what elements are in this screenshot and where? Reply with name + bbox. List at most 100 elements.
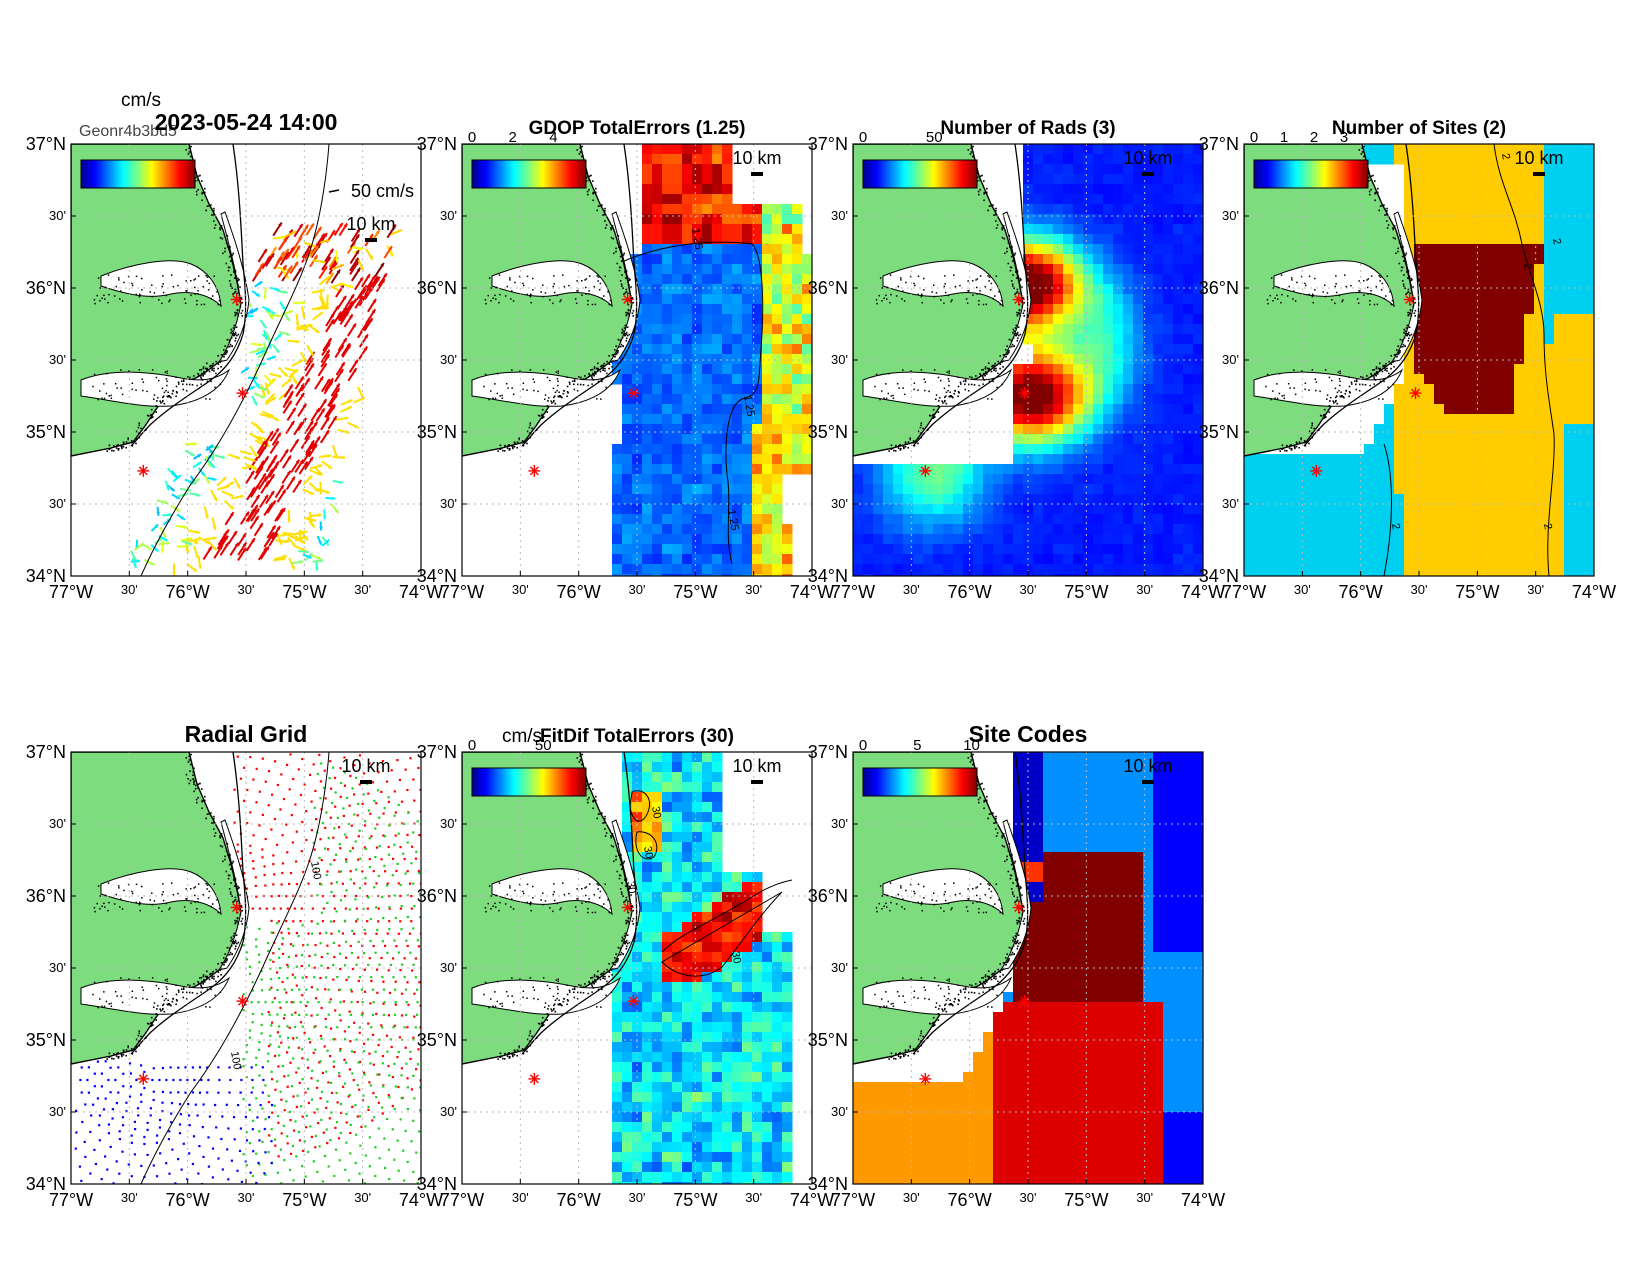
field-cell xyxy=(1284,464,1295,475)
coast-dot xyxy=(558,391,560,393)
coast-dot xyxy=(622,254,625,256)
field-cell xyxy=(1123,394,1134,405)
field-cell xyxy=(1584,354,1594,365)
field-cell xyxy=(722,464,733,475)
field-cell xyxy=(662,234,673,245)
field-cell xyxy=(1143,254,1154,265)
field-cell xyxy=(682,224,693,235)
field-cell xyxy=(1183,304,1194,315)
field-cell xyxy=(642,464,653,475)
field-cell xyxy=(672,144,683,155)
coast-dot xyxy=(127,275,130,278)
coast-dot xyxy=(588,179,590,181)
current-vector-head xyxy=(312,518,317,522)
field-cell xyxy=(1364,444,1375,455)
field-cell xyxy=(1414,144,1425,155)
coast-dot xyxy=(108,293,110,296)
coast-dot xyxy=(172,285,175,288)
panel-nrads: 10 km xyxy=(852,143,1204,577)
current-vector-head xyxy=(336,383,340,388)
field-cell xyxy=(1193,374,1203,385)
field-cell xyxy=(802,384,812,395)
coast-dot xyxy=(623,327,626,329)
field-cell xyxy=(1123,304,1134,315)
current-vector-head xyxy=(322,399,327,404)
coast-dot xyxy=(111,449,113,452)
field-cell xyxy=(1564,194,1575,205)
field-cell xyxy=(652,174,663,185)
field-cell xyxy=(1514,154,1525,165)
coast-dot xyxy=(176,392,178,394)
field-cell xyxy=(1494,504,1505,515)
field-cell xyxy=(1404,204,1415,215)
field-cell xyxy=(1163,224,1174,235)
field-cell xyxy=(652,204,663,215)
field-cell xyxy=(1584,434,1594,445)
field-cell xyxy=(913,484,924,495)
coast-dot xyxy=(183,298,186,300)
current-vector-head xyxy=(325,539,330,544)
field-cell xyxy=(1103,184,1114,195)
field-cell xyxy=(1514,434,1525,445)
field-cell xyxy=(913,574,924,576)
field-cell xyxy=(903,474,914,485)
field-cell xyxy=(1504,224,1515,235)
field-cell xyxy=(1183,494,1194,505)
field-cell xyxy=(1554,344,1565,355)
current-vector-head xyxy=(295,254,300,259)
field-cell xyxy=(1564,424,1575,435)
field-cell xyxy=(1364,514,1375,525)
current-vector-head xyxy=(273,464,278,469)
field-cell xyxy=(1163,424,1174,435)
field-cell xyxy=(1584,214,1594,225)
coast-dot xyxy=(591,368,594,371)
current-vector-head xyxy=(327,338,332,343)
field-cell xyxy=(1083,554,1094,565)
field-cell xyxy=(652,444,663,455)
coast-dot xyxy=(217,367,219,370)
current-vector-head xyxy=(287,378,292,383)
coast-dot xyxy=(979,290,981,292)
field-cell xyxy=(1554,314,1565,325)
field-cell xyxy=(662,434,673,445)
coast-dot xyxy=(572,380,574,382)
coast-dot xyxy=(211,214,213,216)
field-cell xyxy=(702,564,713,575)
coast-dot xyxy=(193,375,195,377)
site-marker xyxy=(621,293,634,306)
field-cell xyxy=(1494,204,1505,215)
field-cell xyxy=(802,464,812,475)
site-marker xyxy=(236,387,249,400)
current-vector-head xyxy=(263,295,267,300)
current-vector-head xyxy=(262,324,267,329)
field-cell xyxy=(953,524,964,535)
current-vector-head xyxy=(295,459,300,464)
field-cell xyxy=(1584,274,1594,285)
field-cell xyxy=(1454,424,1465,435)
field-cell xyxy=(983,494,994,505)
current-vector-head xyxy=(270,253,275,258)
current-vector-head xyxy=(166,541,170,546)
field-cell xyxy=(792,294,803,305)
coast-dot xyxy=(226,338,229,341)
coast-dot xyxy=(603,295,605,297)
field-cell xyxy=(652,264,663,275)
coast-dot xyxy=(208,282,211,285)
current-vector-head xyxy=(176,508,181,512)
field-cell xyxy=(1183,364,1194,375)
coast-dot xyxy=(969,376,971,378)
coast-dot xyxy=(223,356,225,358)
coast-dot xyxy=(914,284,916,287)
field-cell xyxy=(1574,324,1585,335)
field-cell xyxy=(712,164,723,175)
field-cell xyxy=(662,404,673,415)
coast-dot xyxy=(92,385,94,388)
field-cell xyxy=(1053,574,1064,576)
field-cell xyxy=(1544,164,1555,175)
current-vector-head xyxy=(369,255,373,260)
field-cell xyxy=(622,404,633,415)
field-cell xyxy=(1073,544,1084,555)
coast-dot xyxy=(108,395,110,397)
field-cell xyxy=(692,434,703,445)
field-cell xyxy=(1123,384,1134,395)
